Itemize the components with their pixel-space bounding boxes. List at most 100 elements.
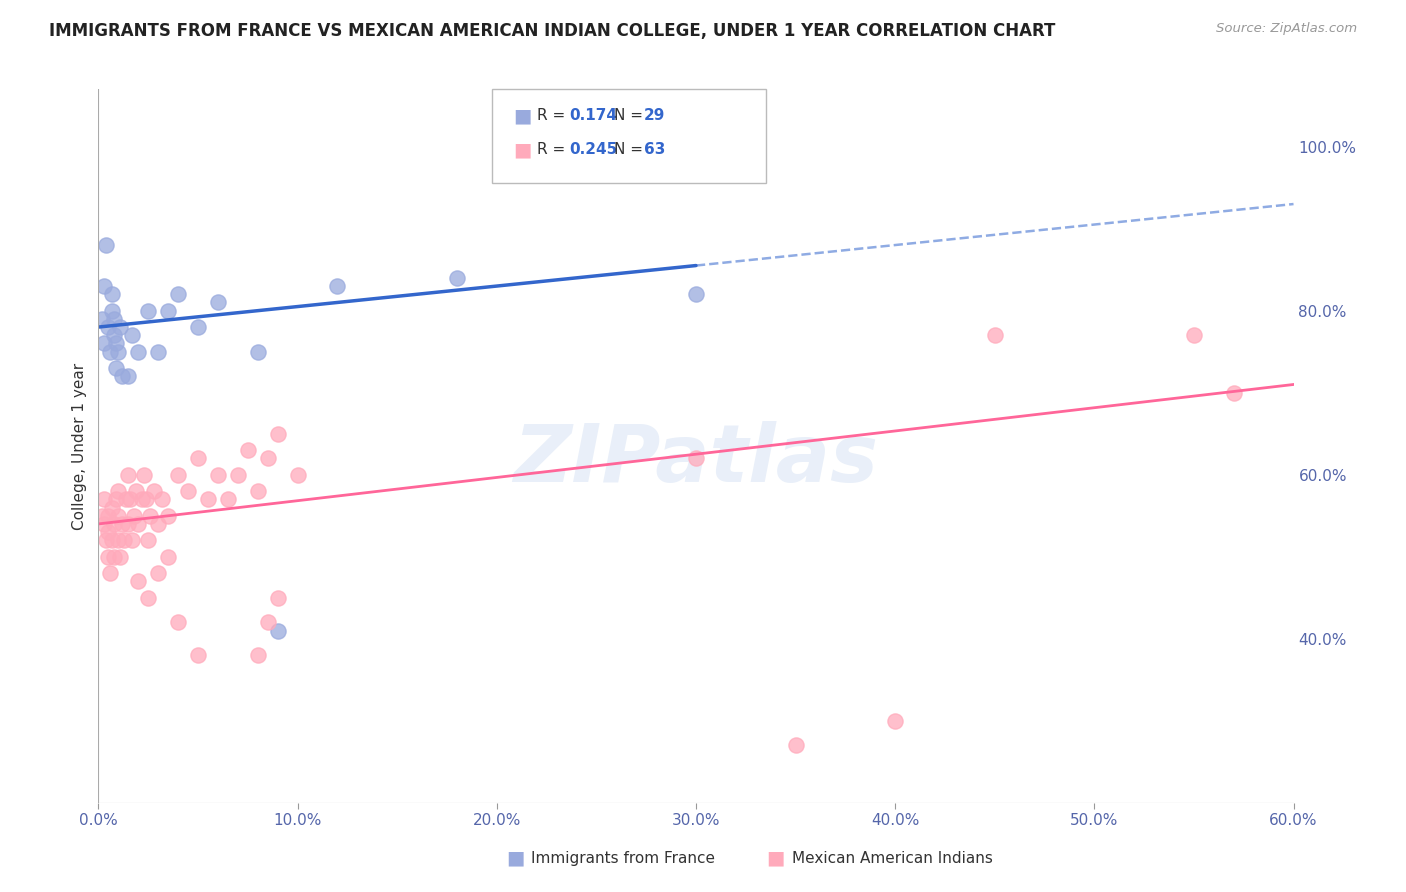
Text: N =: N = xyxy=(614,143,648,157)
Point xyxy=(101,500,124,515)
Point xyxy=(111,369,134,384)
Point xyxy=(267,591,290,605)
Point xyxy=(105,361,128,376)
Point xyxy=(97,549,120,564)
Point xyxy=(96,238,118,252)
Point xyxy=(103,328,125,343)
Point xyxy=(127,516,149,531)
Point xyxy=(121,328,143,343)
Text: IMMIGRANTS FROM FRANCE VS MEXICAN AMERICAN INDIAN COLLEGE, UNDER 1 YEAR CORRELAT: IMMIGRANTS FROM FRANCE VS MEXICAN AMERIC… xyxy=(49,22,1056,40)
Point xyxy=(148,566,170,581)
Point xyxy=(187,648,209,662)
Point xyxy=(177,484,200,499)
Text: R =: R = xyxy=(537,109,571,123)
Point xyxy=(136,591,159,605)
Point xyxy=(98,344,122,359)
Point xyxy=(167,287,190,301)
Point xyxy=(107,484,129,499)
Text: ■: ■ xyxy=(513,106,531,126)
Point xyxy=(143,484,166,499)
Point xyxy=(167,467,190,482)
Text: ■: ■ xyxy=(766,848,785,868)
Point xyxy=(101,287,124,301)
Text: ■: ■ xyxy=(506,848,524,868)
Point xyxy=(135,492,157,507)
Point xyxy=(157,549,180,564)
Point xyxy=(217,492,239,507)
Point xyxy=(267,426,290,441)
Point xyxy=(124,508,146,523)
Point xyxy=(236,443,259,458)
Point xyxy=(197,492,219,507)
Point xyxy=(187,320,209,334)
Point xyxy=(105,336,128,351)
Point xyxy=(131,492,153,507)
Point xyxy=(226,467,249,482)
Point xyxy=(107,533,129,548)
Point xyxy=(326,279,349,293)
Text: 0.174: 0.174 xyxy=(569,109,617,123)
Text: R =: R = xyxy=(537,143,571,157)
Point xyxy=(187,451,209,466)
Point xyxy=(127,574,149,589)
Text: N =: N = xyxy=(614,109,648,123)
Point xyxy=(97,525,120,540)
Point xyxy=(134,467,156,482)
Point xyxy=(93,516,115,531)
Y-axis label: College, Under 1 year: College, Under 1 year xyxy=(72,362,87,530)
Text: Source: ZipAtlas.com: Source: ZipAtlas.com xyxy=(1216,22,1357,36)
Point xyxy=(107,508,129,523)
Point xyxy=(446,270,468,285)
Point xyxy=(103,549,125,564)
Point xyxy=(785,739,807,753)
Point xyxy=(93,336,115,351)
Text: Mexican American Indians: Mexican American Indians xyxy=(792,851,993,865)
Point xyxy=(1223,385,1246,400)
Point xyxy=(148,344,170,359)
Point xyxy=(97,508,120,523)
Point xyxy=(139,508,162,523)
Point xyxy=(110,549,132,564)
Point xyxy=(115,492,138,507)
Point xyxy=(136,533,159,548)
Point xyxy=(685,287,707,301)
Point xyxy=(93,492,115,507)
Point xyxy=(121,533,143,548)
Point xyxy=(117,369,139,384)
Point xyxy=(93,279,115,293)
Point xyxy=(167,615,190,630)
Point xyxy=(246,344,269,359)
Point xyxy=(98,566,122,581)
Point xyxy=(884,714,907,728)
Point xyxy=(125,484,148,499)
Point xyxy=(107,344,129,359)
Point xyxy=(136,303,159,318)
Point xyxy=(148,516,170,531)
Point xyxy=(117,467,139,482)
Text: 0.245: 0.245 xyxy=(569,143,617,157)
Point xyxy=(256,451,278,466)
Point xyxy=(101,303,124,318)
Point xyxy=(246,484,269,499)
Point xyxy=(101,533,124,548)
Text: Immigrants from France: Immigrants from France xyxy=(531,851,716,865)
Point xyxy=(246,648,269,662)
Point xyxy=(207,295,229,310)
Point xyxy=(103,516,125,531)
Text: 29: 29 xyxy=(644,109,665,123)
Point xyxy=(150,492,173,507)
Point xyxy=(207,467,229,482)
Point xyxy=(105,492,128,507)
Point xyxy=(120,492,142,507)
Point xyxy=(103,311,125,326)
Point xyxy=(91,311,114,326)
Point xyxy=(267,624,290,638)
Point xyxy=(110,320,132,334)
Point xyxy=(287,467,309,482)
Text: ZIPatlas: ZIPatlas xyxy=(513,421,879,500)
Point xyxy=(157,303,180,318)
Point xyxy=(112,533,135,548)
Point xyxy=(117,516,139,531)
Text: 63: 63 xyxy=(644,143,665,157)
Point xyxy=(685,451,707,466)
